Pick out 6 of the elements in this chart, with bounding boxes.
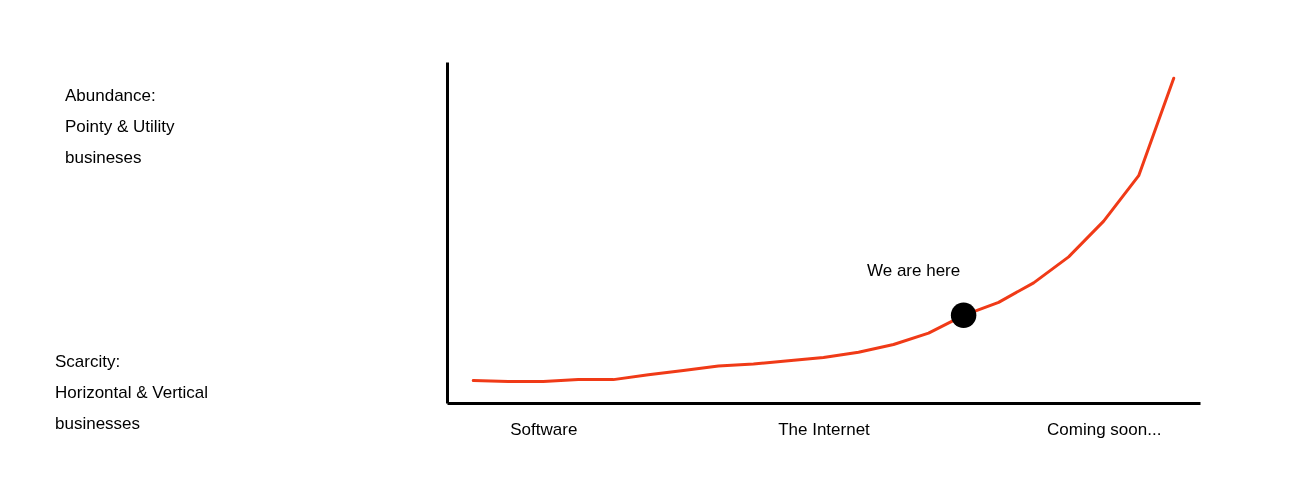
text: Abundance: Pointy & Utility busineses [65, 86, 176, 167]
x-tick-label: The Internet [778, 419, 871, 439]
annotation: We are here [866, 261, 961, 281]
x-tick-label: Coming soon... [1047, 419, 1162, 439]
text: Scarcity: Horizontal & Vertical businesses [55, 352, 209, 433]
x-tick-label: Software [510, 419, 578, 439]
